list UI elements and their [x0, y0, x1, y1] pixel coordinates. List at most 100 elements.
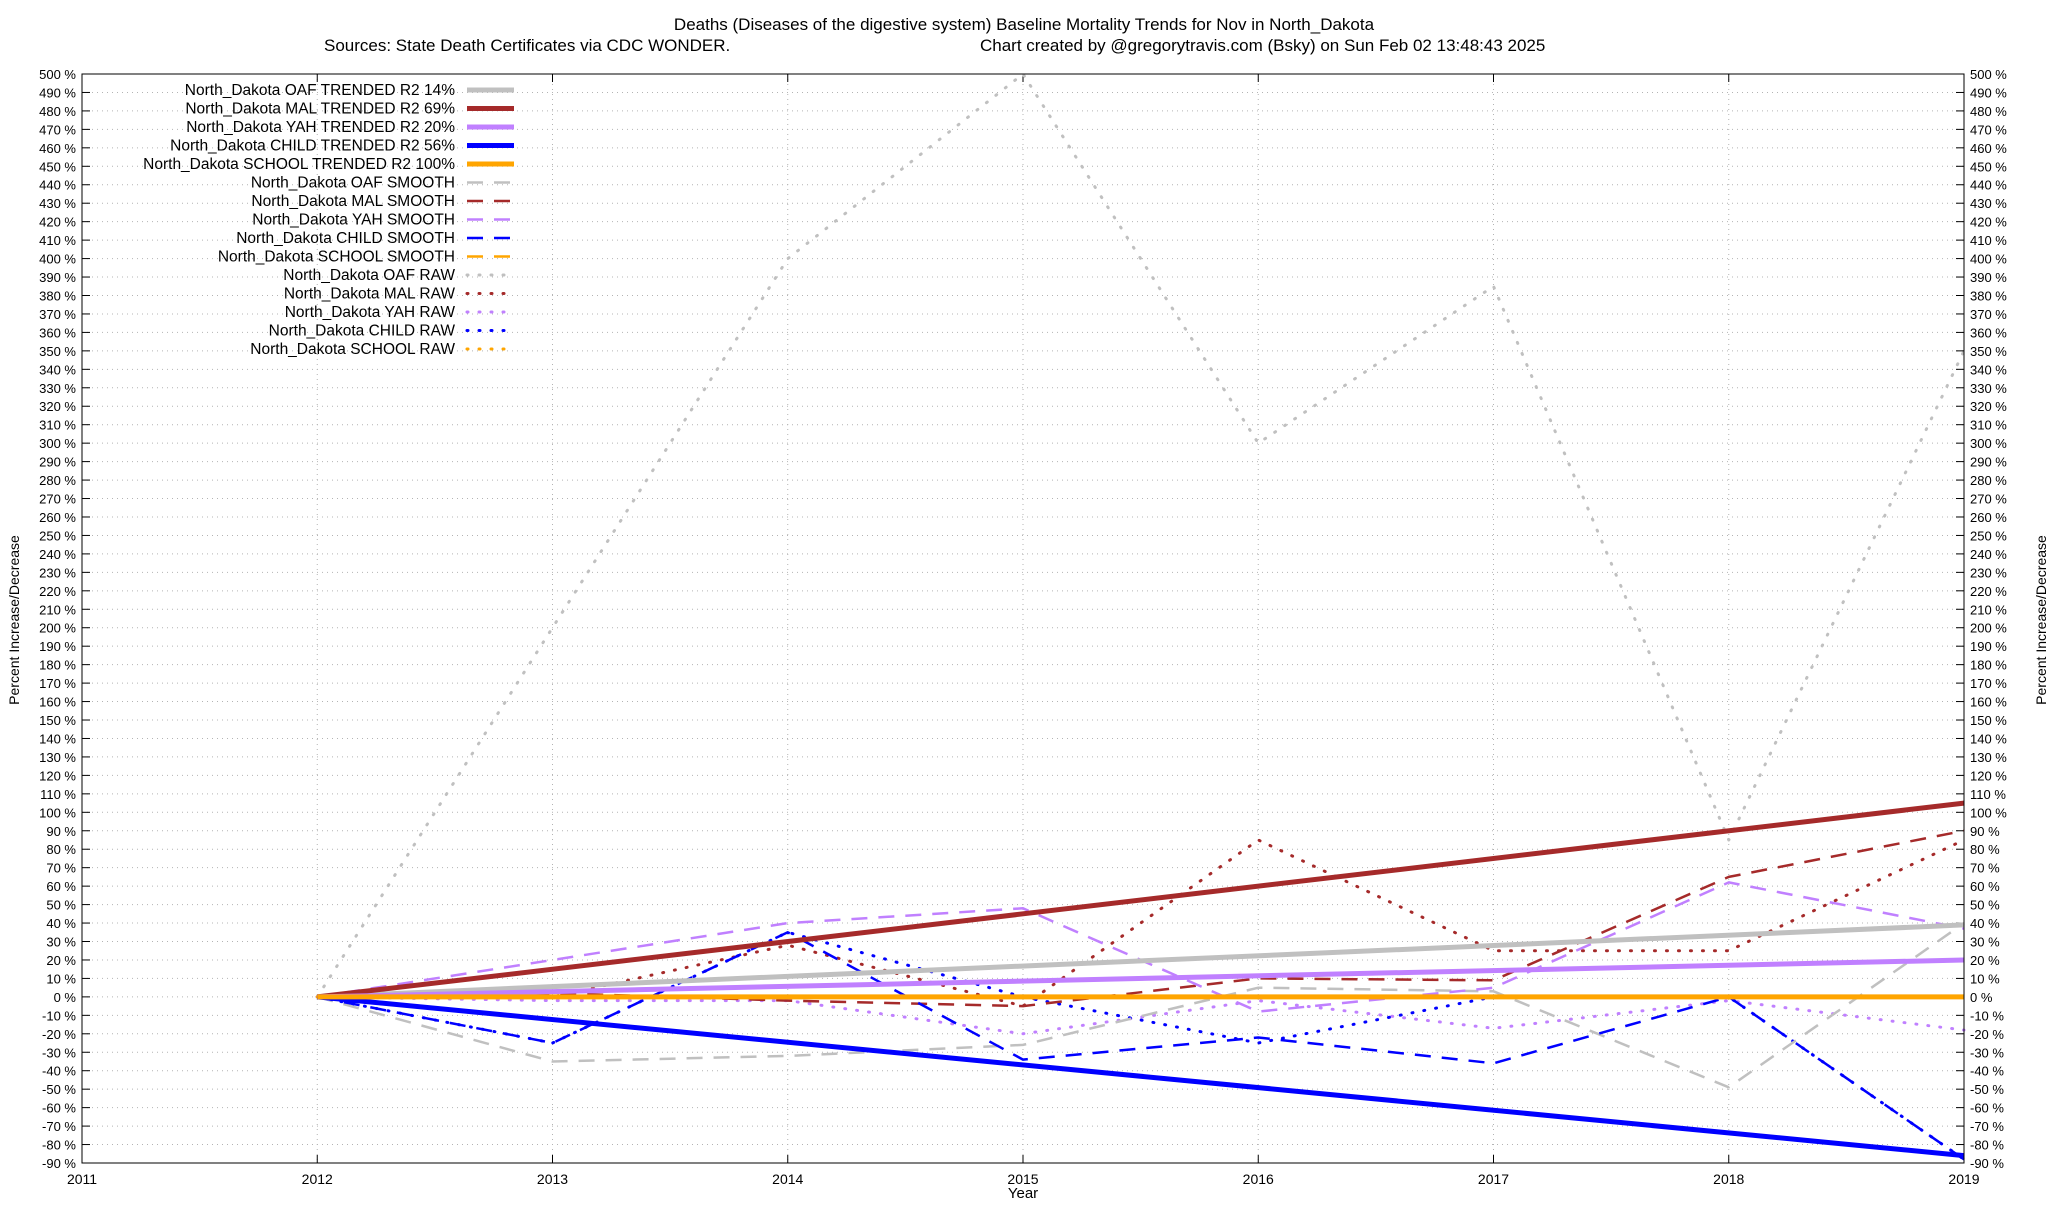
legend-label-6: North_Dakota MAL SMOOTH — [251, 193, 455, 210]
y-tick-label-left: 250 % — [39, 528, 76, 543]
y-tick-label-left: -70 % — [42, 1119, 76, 1134]
y-tick-label-left: 420 % — [39, 215, 76, 230]
y-tick-label-right: -20 % — [1970, 1027, 2004, 1042]
y-tick-label-left: 370 % — [39, 307, 76, 322]
y-tick-label-right: 70 % — [1970, 861, 2000, 876]
axis-layer: -90 % -90 % -80 % -80 % -70 % -70 % -60 % -60 %… — [39, 67, 2007, 1187]
y-tick-label-left: 290 % — [39, 455, 76, 470]
y-tick-label-left: 130 % — [39, 750, 76, 765]
legend-label-5: North_Dakota OAF SMOOTH — [251, 175, 455, 192]
y-tick-label-right: 0 % — [1970, 990, 1993, 1005]
y-tick-label-left: 100 % — [39, 805, 76, 820]
series-layer — [315, 72, 1966, 1161]
y-tick-label-left: 30 % — [46, 935, 76, 950]
y-tick-label-left: 190 % — [39, 639, 76, 654]
y-tick-label-right: 120 % — [1970, 768, 2007, 783]
y-tick-label-right: -30 % — [1970, 1045, 2004, 1060]
y-tick-label-left: 320 % — [39, 399, 76, 414]
plot-frame — [81, 73, 1965, 1164]
series-line-5 — [316, 922, 1965, 1089]
y-tick-label-left: -50 % — [42, 1082, 76, 1097]
y-tick-label-right: 230 % — [1970, 565, 2007, 580]
y-tick-label-left: 340 % — [39, 362, 76, 377]
y-tick-label-right: 40 % — [1970, 916, 2000, 931]
legend-label-7: North_Dakota YAH SMOOTH — [252, 212, 455, 229]
y-tick-label-left: 440 % — [39, 178, 76, 193]
y-tick-label-left: 490 % — [39, 85, 76, 100]
legend-label-9: North_Dakota SCHOOL SMOOTH — [218, 249, 455, 266]
y-tick-label-right: 10 % — [1970, 971, 2000, 986]
legend-label-12: North_Dakota YAH RAW — [285, 304, 456, 321]
series-line-2 — [317, 957, 1965, 1000]
y-tick-label-right: -60 % — [1970, 1101, 2004, 1116]
series-line-1 — [317, 800, 1965, 1000]
y-tick-label-right: 90 % — [1970, 824, 2000, 839]
y-tick-label-left: -80 % — [42, 1138, 76, 1153]
y-tick-label-left: 140 % — [39, 731, 76, 746]
legend-label-3: North_Dakota CHILD TRENDED R2 56% — [170, 138, 455, 155]
y-tick-label-right: -80 % — [1970, 1138, 2004, 1153]
y-tick-label-left: 180 % — [39, 658, 76, 673]
y-tick-label-left: -90 % — [42, 1156, 76, 1171]
series-line-10 — [315, 72, 1966, 999]
y-tick-label-left: 380 % — [39, 288, 76, 303]
y-tick-label-left: 330 % — [39, 381, 76, 396]
y-tick-label-left: 200 % — [39, 621, 76, 636]
y-tick-label-left: 270 % — [39, 492, 76, 507]
y-tick-label-right: 270 % — [1970, 492, 2007, 507]
y-tick-label-left: -40 % — [42, 1064, 76, 1079]
y-tick-label-right: 400 % — [1970, 252, 2007, 267]
y-tick-label-right: 320 % — [1970, 399, 2007, 414]
legend-label-13: North_Dakota CHILD RAW — [269, 323, 456, 340]
y-tick-label-left: 450 % — [39, 159, 76, 174]
y-tick-label-left: 50 % — [46, 898, 76, 913]
y-tick-label-right: 160 % — [1970, 695, 2007, 710]
y-tick-label-right: 180 % — [1970, 658, 2007, 673]
y-tick-label-right: -50 % — [1970, 1082, 2004, 1097]
y-tick-label-right: 420 % — [1970, 215, 2007, 230]
y-tick-label-right: -90 % — [1970, 1156, 2004, 1171]
chart-subtitle-source: Sources: State Death Certificates via CD… — [324, 36, 730, 55]
y-tick-label-left: 480 % — [39, 104, 76, 119]
y-tick-label-left: 220 % — [39, 584, 76, 599]
y-tick-label-left: 400 % — [39, 252, 76, 267]
y-tick-label-left: 300 % — [39, 436, 76, 451]
y-tick-label-left: 470 % — [39, 122, 76, 137]
y-tick-label-right: 170 % — [1970, 676, 2007, 691]
y-tick-label-left: 60 % — [46, 879, 76, 894]
y-tick-label-right: 370 % — [1970, 307, 2007, 322]
x-tick-label: 2011 — [67, 1171, 97, 1187]
y-tick-label-left: 170 % — [39, 676, 76, 691]
legend-label-10: North_Dakota OAF RAW — [283, 267, 455, 284]
y-tick-label-left: 230 % — [39, 565, 76, 580]
chart-subtitle-credit: Chart created by @gregorytravis.com (Bsk… — [980, 36, 1545, 55]
x-tick-label: 2014 — [772, 1171, 803, 1187]
chart-title: Deaths (Diseases of the digestive system… — [674, 15, 1375, 34]
y-tick-label-left: 500 % — [39, 67, 76, 82]
x-tick-label: 2015 — [1007, 1171, 1038, 1187]
y-tick-label-right: 490 % — [1970, 85, 2007, 100]
y-tick-label-left: 240 % — [39, 547, 76, 562]
y-tick-label-left: 350 % — [39, 344, 76, 359]
x-tick-label: 2012 — [302, 1171, 333, 1187]
y-tick-label-right: 210 % — [1970, 602, 2007, 617]
y-tick-label-left: 160 % — [39, 695, 76, 710]
y-tick-label-left: 150 % — [39, 713, 76, 728]
y-tick-label-right: 260 % — [1970, 510, 2007, 525]
x-tick-label: 2013 — [537, 1171, 568, 1187]
series-line-0 — [317, 922, 1965, 1000]
y-tick-label-right: 190 % — [1970, 639, 2007, 654]
legend-label-2: North_Dakota YAH TRENDED R2 20% — [186, 119, 455, 136]
y-tick-label-right: 130 % — [1970, 750, 2007, 765]
x-tick-label: 2019 — [1948, 1171, 1979, 1187]
y-tick-label-right: 20 % — [1970, 953, 2000, 968]
series-line-11 — [315, 838, 1966, 1008]
y-tick-label-left: 40 % — [46, 916, 76, 931]
legend-label-8: North_Dakota CHILD SMOOTH — [236, 230, 455, 247]
legend-label-1: North_Dakota MAL TRENDED R2 69% — [185, 101, 455, 118]
y-tick-label-right: 350 % — [1970, 344, 2007, 359]
y-tick-label-left: -60 % — [42, 1101, 76, 1116]
y-axis-label-right: Percent Increase/Decrease — [2033, 535, 2048, 705]
y-tick-label-left: 20 % — [46, 953, 76, 968]
